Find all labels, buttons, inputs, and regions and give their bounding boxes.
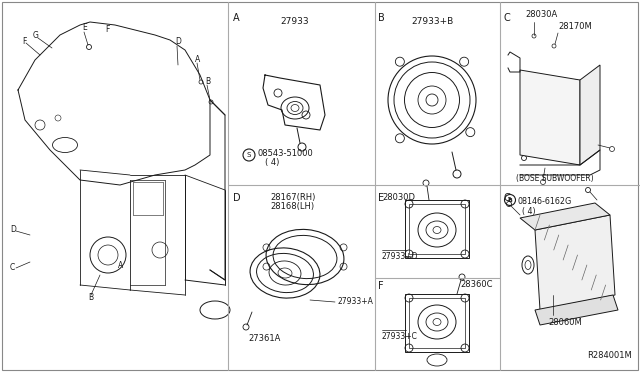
- Text: (BOSE SUBWOOFER): (BOSE SUBWOOFER): [516, 174, 594, 183]
- Text: G: G: [33, 32, 39, 41]
- Bar: [405, 200, 469, 258]
- Text: B: B: [508, 198, 513, 202]
- Bar: [405, 294, 469, 352]
- Text: E: E: [82, 23, 87, 32]
- Text: D: D: [233, 193, 241, 203]
- Text: 28030D: 28030D: [382, 193, 415, 202]
- Text: 28168(LH): 28168(LH): [270, 202, 314, 211]
- Text: A: A: [195, 55, 200, 64]
- Text: E: E: [378, 193, 384, 203]
- Polygon shape: [520, 70, 580, 165]
- Polygon shape: [520, 203, 610, 230]
- Text: F: F: [22, 38, 26, 46]
- Bar: [409, 204, 465, 254]
- Text: F: F: [378, 281, 383, 291]
- Text: B: B: [205, 77, 210, 87]
- Text: ( 4): ( 4): [265, 158, 280, 167]
- Text: 08146-6162G: 08146-6162G: [518, 197, 572, 206]
- Text: G: G: [503, 193, 511, 203]
- Text: 28170M: 28170M: [558, 22, 592, 31]
- Polygon shape: [535, 295, 618, 325]
- Text: R284001M: R284001M: [588, 351, 632, 360]
- Text: D: D: [10, 225, 16, 234]
- Text: ( 4): ( 4): [522, 207, 536, 216]
- Text: 27933+B: 27933+B: [411, 17, 453, 26]
- Text: D: D: [175, 38, 181, 46]
- Text: 28060M: 28060M: [548, 318, 582, 327]
- Bar: [409, 298, 465, 348]
- Polygon shape: [580, 65, 600, 165]
- Text: 08543-51000: 08543-51000: [258, 148, 314, 157]
- Text: B: B: [378, 13, 385, 23]
- Text: A: A: [118, 260, 124, 269]
- Text: 28360C: 28360C: [460, 280, 493, 289]
- Text: 27933+A: 27933+A: [338, 298, 374, 307]
- Text: C: C: [503, 13, 509, 23]
- Text: 27933+D: 27933+D: [382, 252, 419, 261]
- Text: 27933: 27933: [281, 17, 309, 26]
- Text: 28030A: 28030A: [525, 10, 557, 19]
- Text: C: C: [10, 263, 15, 273]
- Text: B: B: [88, 294, 93, 302]
- Text: 27361A: 27361A: [248, 334, 280, 343]
- Text: S: S: [247, 152, 251, 158]
- Text: F: F: [105, 26, 109, 35]
- Text: 27933+C: 27933+C: [382, 332, 418, 341]
- Polygon shape: [535, 215, 615, 310]
- Text: 28167(RH): 28167(RH): [270, 193, 316, 202]
- Text: A: A: [233, 13, 239, 23]
